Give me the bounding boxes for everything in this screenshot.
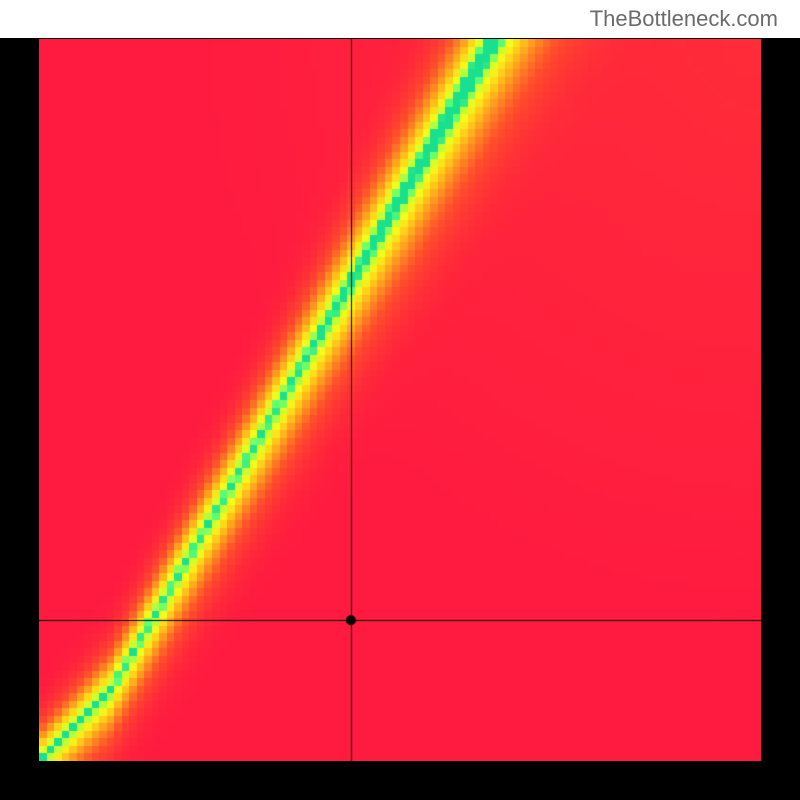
- chart-outer-frame: [0, 38, 800, 800]
- crosshair-overlay: [39, 39, 761, 761]
- watermark-text: TheBottleneck.com: [590, 6, 778, 32]
